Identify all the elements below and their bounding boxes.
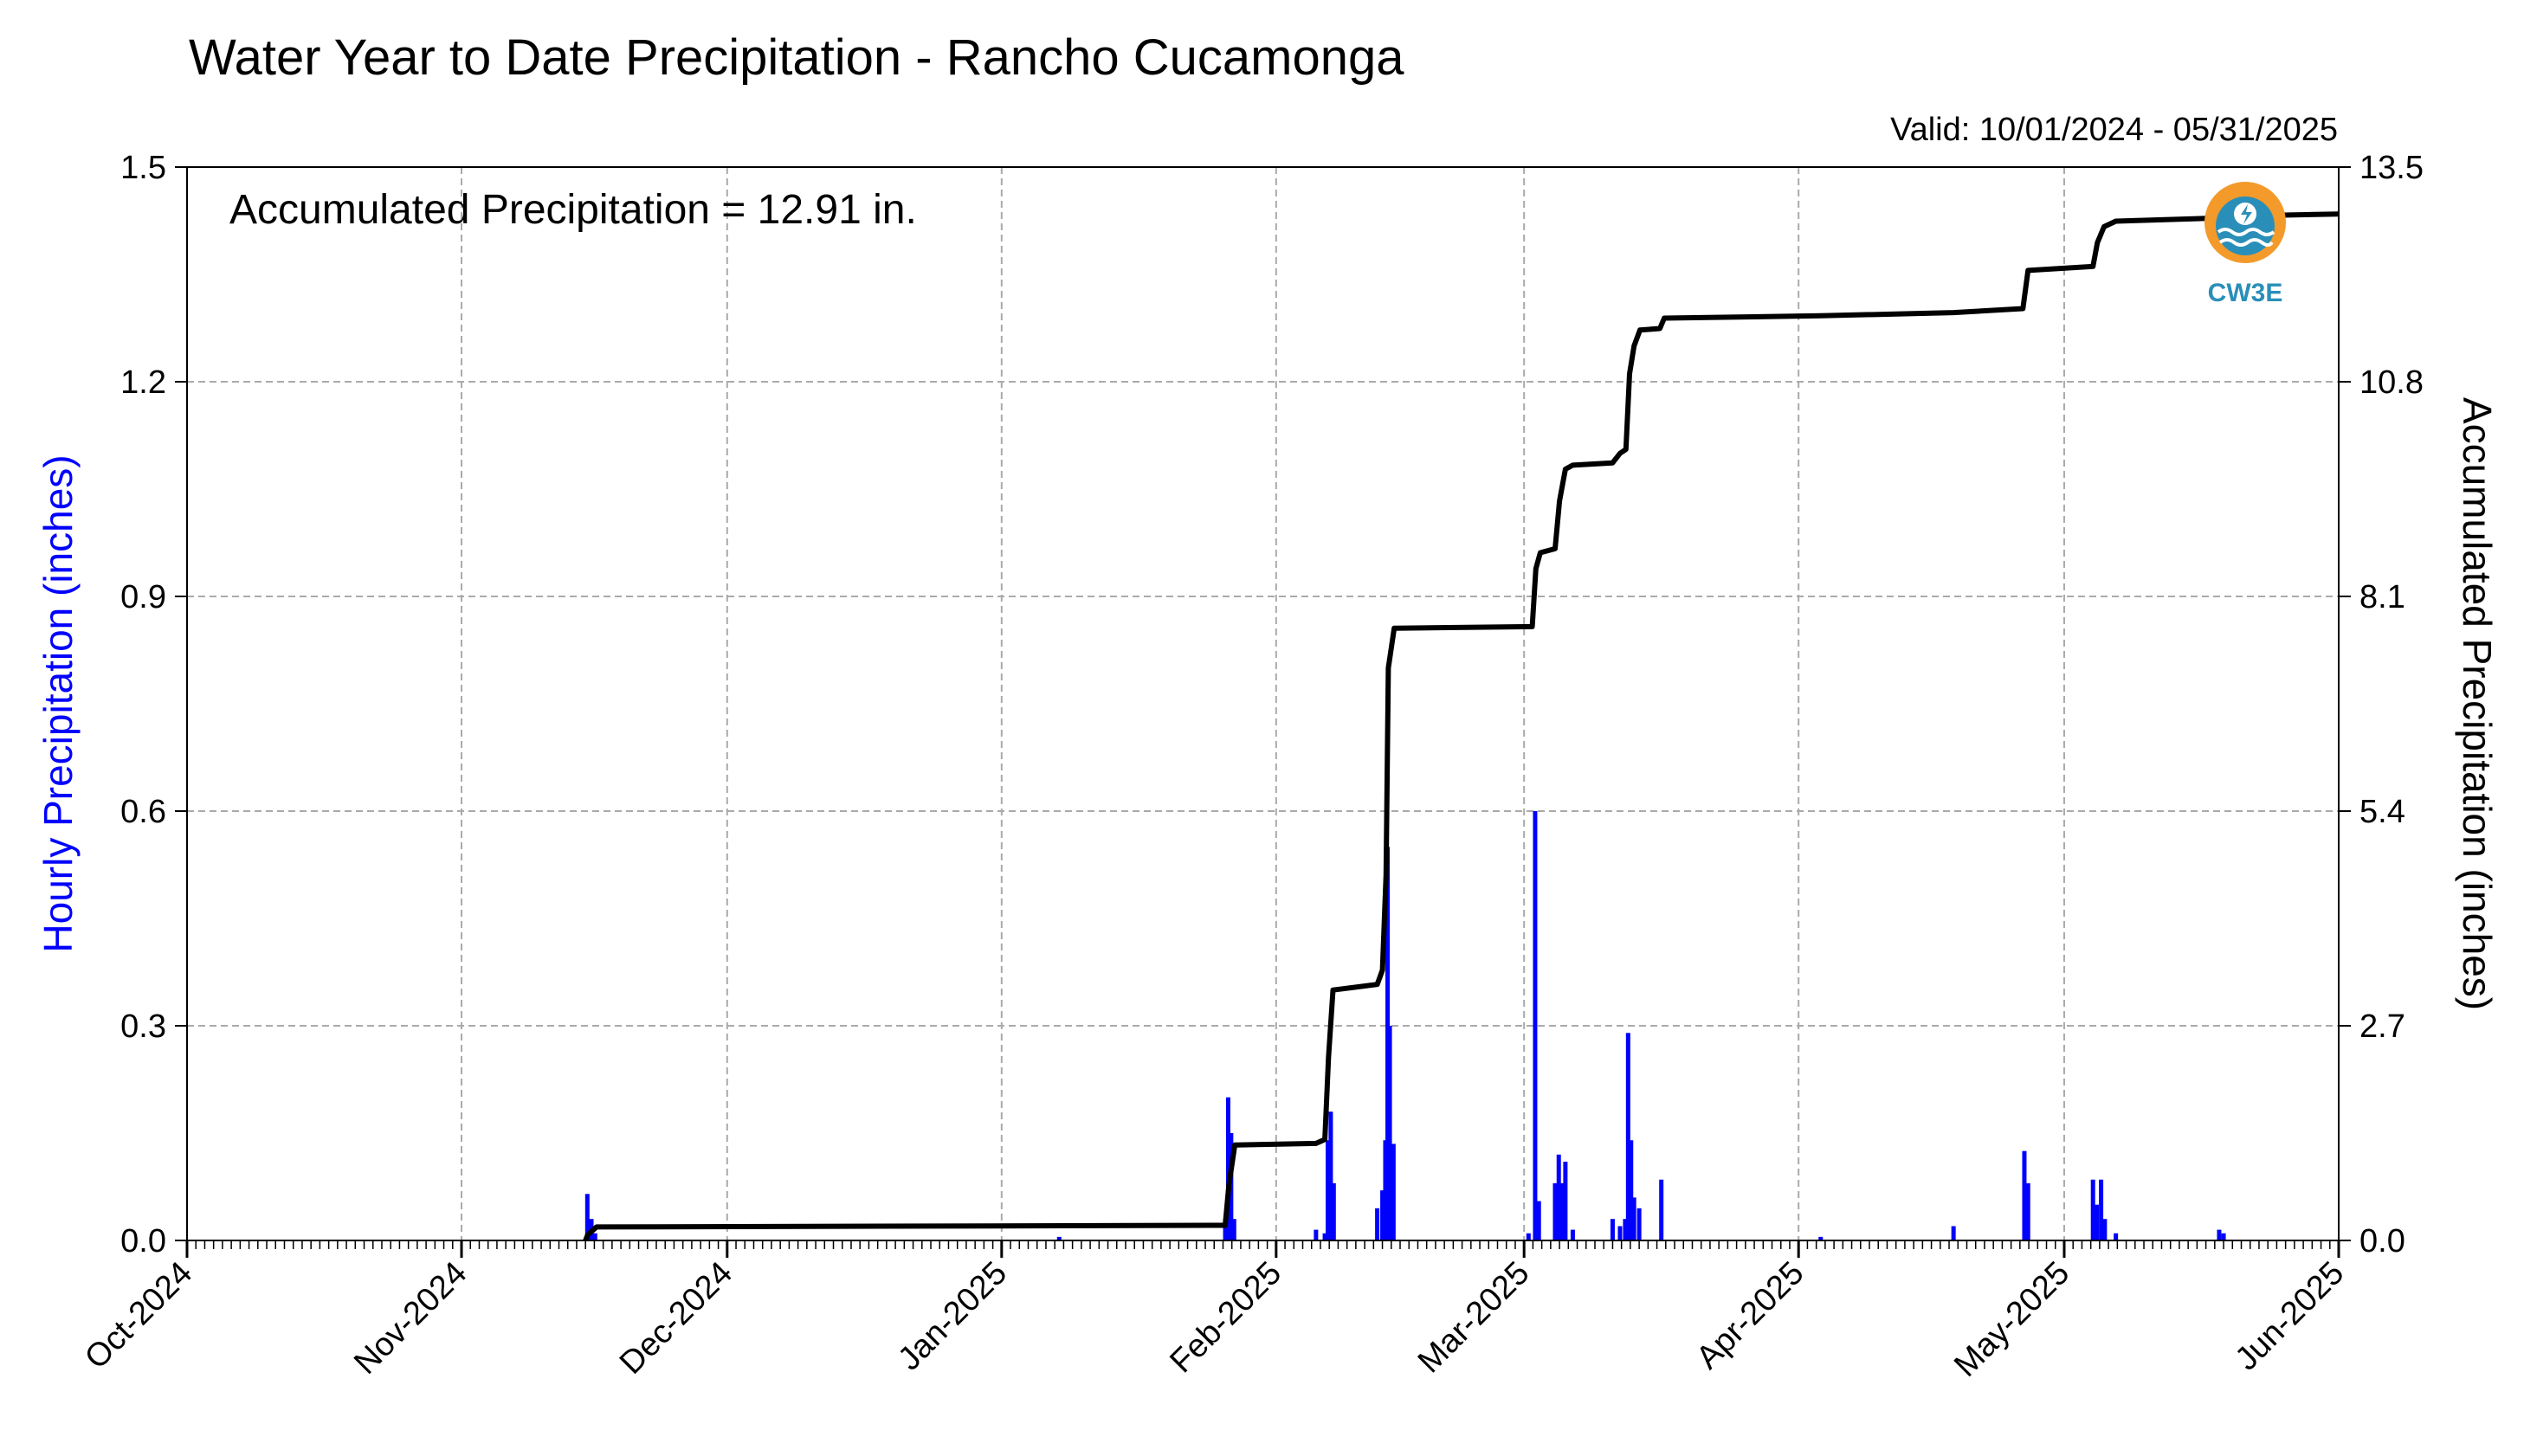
plot-frame xyxy=(186,166,2340,1241)
y-left-tick-label: 0.0 xyxy=(120,1223,166,1260)
hourly-bar xyxy=(1328,1111,1333,1240)
hourly-bar xyxy=(2090,1179,2095,1240)
logo-wave-icon xyxy=(2217,228,2275,247)
hourly-bar xyxy=(2099,1179,2104,1240)
hourly-bar xyxy=(1231,1219,1236,1240)
x-tick-label: Nov-2024 xyxy=(347,1255,474,1382)
hourly-bar xyxy=(1556,1154,1561,1240)
hourly-bar xyxy=(1225,1097,1230,1240)
hourly-bar xyxy=(1387,1026,1392,1240)
grid xyxy=(187,167,2339,1240)
hourly-bar xyxy=(1314,1229,1319,1240)
hourly-bar xyxy=(1536,1201,1541,1240)
hourly-bar xyxy=(1636,1208,1642,1240)
hourly-bar xyxy=(2102,1219,2108,1240)
y-axis-right-label: Accumulated Precipitation (inches) xyxy=(2455,397,2500,1010)
axis-ticks: 0.0 0.0 0.3 2.7 0.6 5.4 0.9 8.1 1.2 10.8 1.5 13.5 Oc… xyxy=(78,150,2424,1384)
hourly-bar xyxy=(1563,1162,1568,1240)
x-tick-label: May-2025 xyxy=(1947,1255,2076,1384)
accumulated-line xyxy=(583,211,2339,1242)
y-right-tick-label: 0.0 xyxy=(2359,1223,2405,1260)
hourly-bar xyxy=(1631,1197,1636,1240)
x-tick-label: Jan-2025 xyxy=(891,1255,1014,1378)
x-tick-label: Dec-2024 xyxy=(613,1255,739,1382)
hourly-bar xyxy=(2217,1229,2222,1240)
hourly-bar xyxy=(1818,1236,1824,1240)
x-tick-label: Apr-2025 xyxy=(1689,1255,1811,1376)
hourly-bar xyxy=(1383,1140,1388,1240)
hourly-bar xyxy=(2022,1150,2027,1240)
hourly-bar xyxy=(1056,1236,1062,1240)
y-left-tick-label: 0.6 xyxy=(120,794,166,830)
hourly-bar xyxy=(1625,1033,1630,1240)
y-left-tick-label: 1.5 xyxy=(120,150,166,186)
x-tick-label: Jun-2025 xyxy=(2229,1255,2352,1378)
y-right-tick-label: 2.7 xyxy=(2359,1008,2405,1045)
hourly-bar xyxy=(1629,1140,1634,1240)
hourly-bar xyxy=(1380,1190,1385,1240)
hourly-bar xyxy=(1570,1229,1575,1240)
y-right-tick-label: 10.8 xyxy=(2359,364,2424,401)
cw3e-logo: CW3E xyxy=(2204,182,2286,307)
y-right-tick-label: 8.1 xyxy=(2359,579,2405,615)
x-tick-label: Feb-2025 xyxy=(1163,1255,1288,1381)
x-tick-label: Mar-2025 xyxy=(1411,1255,1537,1381)
logo-bolt-icon xyxy=(2241,204,2252,224)
hourly-bar xyxy=(1559,1182,1565,1240)
hourly-bar xyxy=(2114,1233,2119,1240)
hourly-bar xyxy=(1325,1140,1330,1240)
hourly-bar xyxy=(1659,1179,1664,1240)
hourly-bar xyxy=(1375,1208,1380,1240)
logo-text: CW3E xyxy=(2208,279,2283,307)
y-right-tick-label: 5.4 xyxy=(2359,794,2405,830)
chart-title: Water Year to Date Precipitation - Ranch… xyxy=(189,29,1404,86)
hourly-bar xyxy=(2025,1182,2030,1240)
hourly-bar xyxy=(1610,1219,1615,1240)
hourly-bar xyxy=(1533,811,1538,1240)
hourly-bar xyxy=(2094,1204,2099,1240)
hourly-precipitation-bars xyxy=(584,811,2226,1240)
hourly-bar xyxy=(592,1233,597,1240)
hourly-bar xyxy=(1526,1233,1531,1240)
accumulated-precipitation-line xyxy=(583,211,2339,1242)
hourly-bar xyxy=(1223,1219,1228,1240)
hourly-bar xyxy=(584,1194,590,1240)
hourly-bar xyxy=(1552,1182,1558,1240)
y-right-tick-label: 13.5 xyxy=(2359,150,2424,186)
hourly-bar xyxy=(2221,1233,2226,1240)
y-left-tick-label: 0.3 xyxy=(120,1008,166,1045)
y-left-tick-label: 0.9 xyxy=(120,579,166,615)
accumulated-annotation: Accumulated Precipitation = 12.91 in. xyxy=(229,187,917,233)
hourly-bar xyxy=(1391,1144,1396,1240)
hourly-bar xyxy=(1322,1233,1327,1240)
y-left-tick-label: 1.2 xyxy=(120,364,166,401)
hourly-bar xyxy=(1331,1182,1336,1240)
y-axis-left-label: Hourly Precipitation (inches) xyxy=(36,454,81,952)
hourly-bar xyxy=(1951,1226,1956,1240)
hourly-bar xyxy=(1623,1219,1628,1240)
valid-range: Valid: 10/01/2024 - 05/31/2025 xyxy=(1890,112,2338,148)
hourly-bar xyxy=(1617,1226,1623,1240)
hourly-bar xyxy=(1385,847,1391,1240)
x-tick-label: Oct-2024 xyxy=(78,1255,199,1376)
